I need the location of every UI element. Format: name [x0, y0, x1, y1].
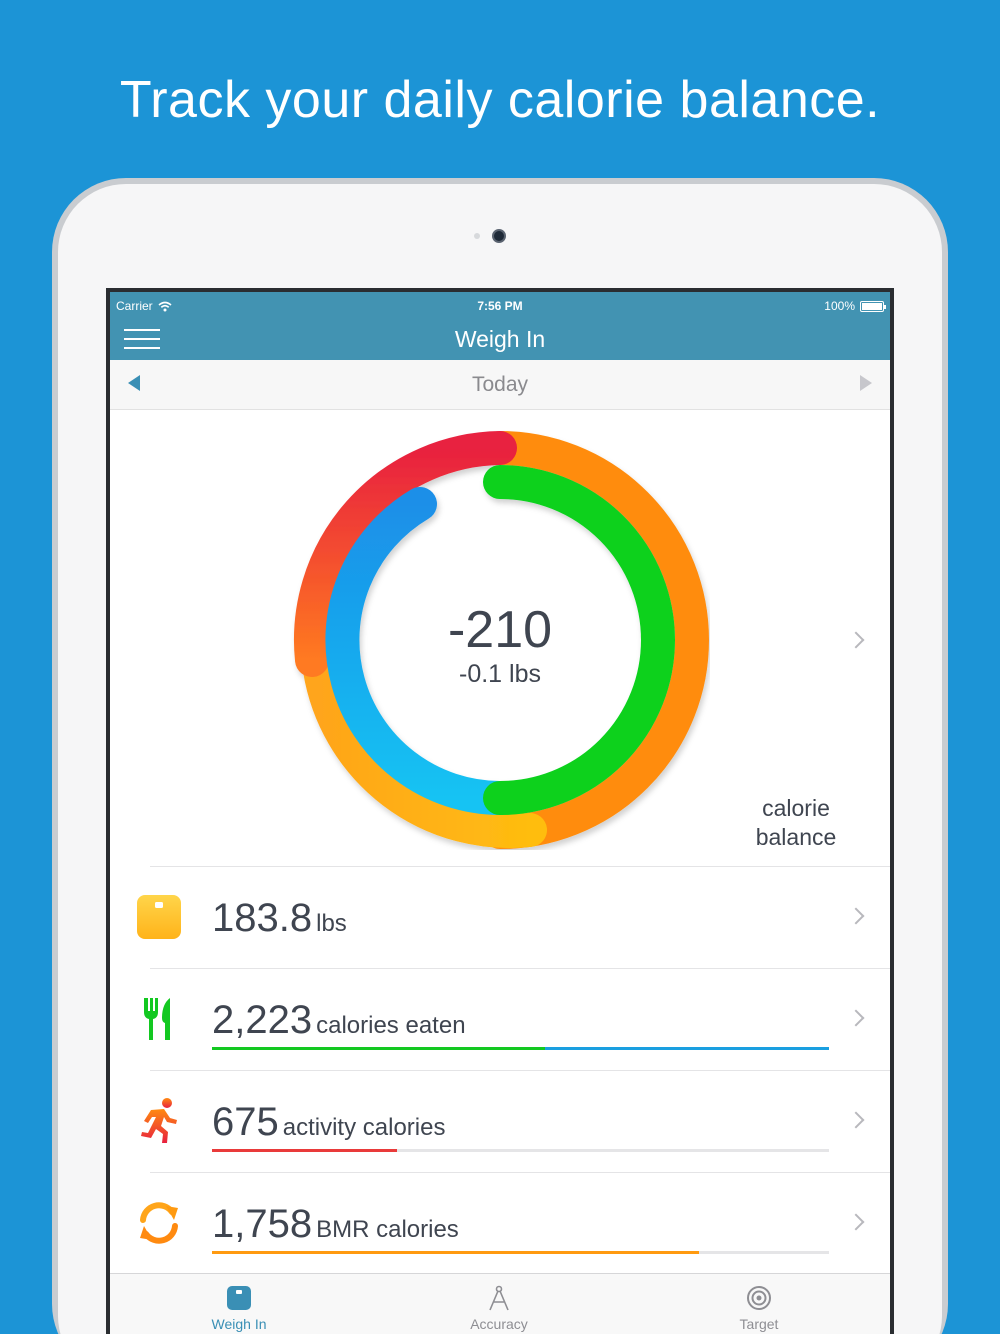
- bar-segment-1: [212, 1047, 546, 1050]
- wifi-icon: [158, 301, 172, 311]
- bar-segment-2: [545, 1047, 829, 1050]
- calorie-ring-chart: [293, 431, 709, 849]
- target-icon: [747, 1286, 771, 1310]
- tab-target[interactable]: Target: [659, 1274, 859, 1334]
- scale-icon: [227, 1286, 251, 1310]
- headline: Track your daily calorie balance.: [119, 71, 881, 129]
- activity-calories-value: 675: [212, 1100, 279, 1144]
- calories-eaten-bar: [212, 1047, 829, 1050]
- running-person-icon: [141, 1098, 177, 1143]
- calories-eaten-value: 2,223: [212, 998, 313, 1042]
- bmr-calories-row[interactable]: 1,758 BMR calories: [110, 1172, 890, 1274]
- status-time: 7:56 PM: [477, 299, 523, 313]
- tab-weigh-in[interactable]: Weigh In: [139, 1274, 339, 1334]
- tab-bar: Weigh In Accuracy Target: [110, 1273, 890, 1334]
- chevron-right-icon: [847, 1009, 865, 1027]
- calories-eaten-row[interactable]: 2,223 calories eaten: [110, 968, 890, 1070]
- tab-accuracy[interactable]: Accuracy: [399, 1274, 599, 1334]
- tab-label: Target: [739, 1316, 779, 1332]
- calories-eaten-unit: calories eaten: [316, 1012, 466, 1039]
- chevron-right-icon: [847, 631, 865, 649]
- calorie-balance-value: -210: [447, 601, 553, 659]
- status-bar: Carrier 7:56 PM 100%: [110, 292, 890, 318]
- bar-segment-1: [212, 1251, 700, 1254]
- inner-ring-green-arc: [483, 465, 675, 815]
- weight-change-value: -0.1 lbs: [459, 660, 541, 688]
- bmr-calories-unit: BMR calories: [316, 1216, 459, 1243]
- bmr-calories-bar: [212, 1251, 829, 1254]
- refresh-icon: [140, 1202, 178, 1244]
- carrier-label: Carrier: [116, 299, 153, 313]
- previous-day-icon[interactable]: [128, 375, 140, 391]
- weight-row[interactable]: 183.8 lbs: [110, 866, 890, 968]
- calorie-balance-card[interactable]: -210 -0.1 lbs calorie balance: [110, 410, 890, 866]
- front-camera: [492, 229, 506, 243]
- scale-icon: [137, 895, 181, 939]
- tab-label: Accuracy: [470, 1316, 528, 1332]
- app-screen: Carrier 7:56 PM 100% Weigh In Today: [106, 288, 894, 1334]
- chevron-right-icon: [847, 1213, 865, 1231]
- fork-knife-icon: [144, 998, 170, 1040]
- activity-calories-unit: activity calories: [282, 1114, 446, 1141]
- date-label: Today: [471, 373, 529, 396]
- compass-icon: [489, 1285, 509, 1311]
- calorie-balance-caption: calorie balance: [755, 795, 837, 850]
- chevron-right-icon: [847, 1111, 865, 1129]
- outer-ring-orange-arc: [483, 431, 709, 849]
- battery-icon: [860, 300, 886, 312]
- bmr-calories-value: 1,758: [212, 1202, 313, 1246]
- light-sensor: [474, 233, 480, 239]
- page-title: Weigh In: [454, 326, 546, 352]
- inner-ring-blue-arc: [325, 487, 517, 815]
- activity-calories-row[interactable]: 675 activity calories: [110, 1070, 890, 1172]
- outer-ring-yellow-arc: [303, 653, 547, 849]
- date-navigator: Today: [110, 360, 890, 410]
- battery-percent: 100%: [824, 299, 855, 313]
- next-day-icon[interactable]: [860, 375, 872, 391]
- tab-label: Weigh In: [211, 1316, 267, 1332]
- bar-segment-1: [212, 1149, 398, 1152]
- outer-ring-red-arc: [293, 431, 517, 677]
- weight-value: 183.8: [212, 896, 313, 940]
- weight-unit: lbs: [316, 910, 347, 937]
- nav-bar: Weigh In: [110, 318, 890, 360]
- chevron-right-icon: [847, 907, 865, 925]
- menu-icon[interactable]: [124, 326, 160, 352]
- activity-calories-bar: [212, 1149, 829, 1152]
